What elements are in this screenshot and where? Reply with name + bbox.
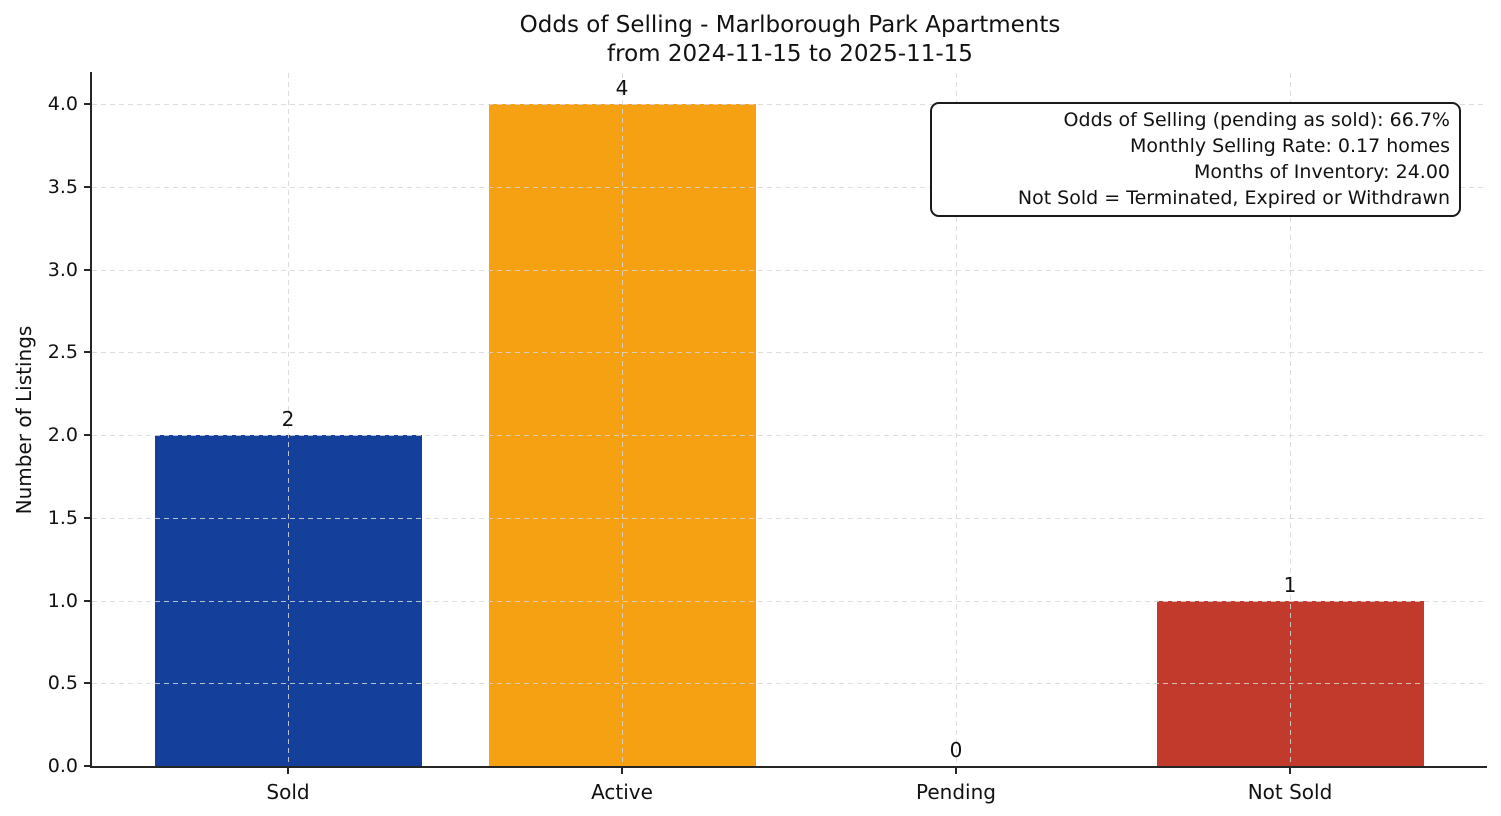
y-tick-label: 4.0 bbox=[47, 93, 78, 115]
grid-line-vertical bbox=[622, 73, 623, 766]
x-axis-spine bbox=[90, 766, 1487, 768]
y-tick-mark bbox=[84, 765, 92, 767]
y-tick-label: 2.5 bbox=[47, 341, 78, 364]
y-tick-mark bbox=[84, 351, 92, 354]
grid-line-horizontal bbox=[92, 600, 1487, 602]
x-tick-label-sold: Sold bbox=[266, 780, 310, 804]
chart-title-line2: from 2024-11-15 to 2025-11-15 bbox=[607, 41, 973, 67]
annotation-line-notsold: Not Sold = Terminated, Expired or Withdr… bbox=[1017, 187, 1450, 209]
annotation-line-odds: Odds of Selling (pending as sold): 66.7% bbox=[1063, 109, 1450, 131]
y-tick-mark bbox=[84, 682, 92, 685]
y-tick-mark bbox=[84, 185, 92, 188]
y-tick-mark bbox=[84, 434, 92, 436]
x-tick-label-active: Active bbox=[591, 780, 653, 804]
y-tick-label: 2.0 bbox=[47, 424, 78, 446]
grid-line-horizontal bbox=[92, 435, 1487, 436]
grid-line-vertical bbox=[1290, 73, 1291, 766]
grid-line-horizontal bbox=[92, 186, 1487, 188]
x-tick-mark bbox=[287, 766, 289, 774]
y-tick-label: 1.0 bbox=[47, 589, 78, 612]
y-tick-label: 0.0 bbox=[47, 755, 78, 777]
bar-value-label-pending: 0 bbox=[949, 738, 963, 762]
bar-value-label-not-sold: 1 bbox=[1283, 572, 1297, 597]
y-tick-mark bbox=[84, 599, 92, 602]
y-tick-label: 1.5 bbox=[47, 506, 78, 529]
grid-line-horizontal bbox=[92, 683, 1487, 685]
bar-value-label-sold: 2 bbox=[281, 407, 295, 431]
grid-line-horizontal bbox=[92, 104, 1487, 105]
y-tick-mark bbox=[84, 268, 92, 271]
bar-value-label-active: 4 bbox=[615, 76, 629, 100]
annotation-line-inventory: Months of Inventory: 24.00 bbox=[1193, 161, 1450, 183]
grid-line-horizontal bbox=[92, 517, 1487, 519]
y-tick-mark bbox=[84, 516, 92, 519]
grid-line-vertical bbox=[288, 73, 289, 766]
y-tick-label: 3.5 bbox=[47, 175, 78, 198]
grid-line-horizontal bbox=[92, 352, 1487, 354]
x-tick-label-pending: Pending bbox=[916, 780, 996, 804]
x-tick-mark bbox=[955, 766, 957, 774]
y-tick-mark bbox=[84, 103, 92, 105]
chart-title: Odds of Selling - Marlborough Park Apart… bbox=[520, 11, 1061, 69]
grid-line-vertical bbox=[956, 73, 957, 766]
y-axis-spine bbox=[90, 72, 92, 768]
x-tick-label-not-sold: Not Sold bbox=[1247, 780, 1333, 804]
y-tick-label: 3.0 bbox=[47, 258, 78, 281]
grid-line-horizontal bbox=[92, 269, 1487, 271]
annotation-box: Odds of Selling (pending as sold): 66.7%… bbox=[930, 102, 1461, 217]
annotation-line-rate: Monthly Selling Rate: 0.17 homes bbox=[1130, 135, 1450, 157]
y-tick-label: 0.5 bbox=[47, 672, 78, 695]
chart-title-line1: Odds of Selling - Marlborough Park Apart… bbox=[519, 12, 1061, 38]
x-tick-mark bbox=[1289, 766, 1291, 774]
x-tick-mark bbox=[621, 766, 623, 774]
